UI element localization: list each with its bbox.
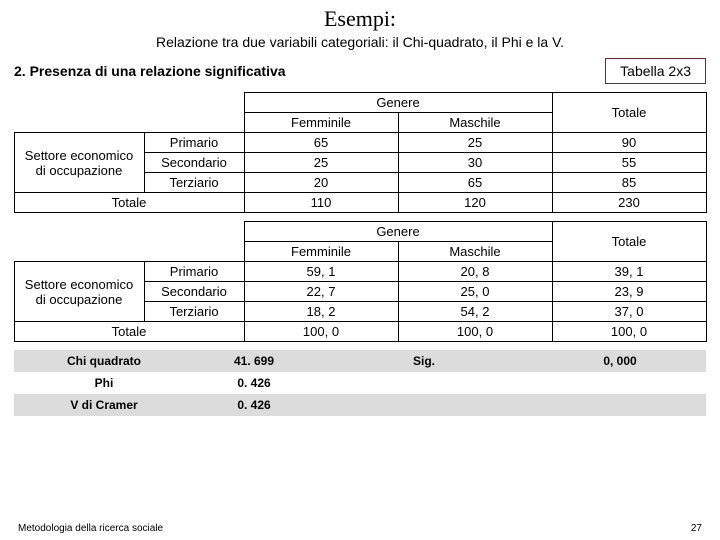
col-maschile: Maschile (398, 113, 552, 133)
cell: 37, 0 (552, 302, 706, 322)
cell: 55 (552, 153, 706, 173)
stat-sig-val: 0, 000 (534, 350, 706, 372)
cell: 23, 9 (552, 282, 706, 302)
cell: 65 (398, 173, 552, 193)
cell: 39, 1 (552, 262, 706, 282)
col-group-genere: Genere (244, 222, 552, 242)
cell: 25 (398, 133, 552, 153)
cell: 120 (398, 193, 552, 213)
stat-v-val: 0. 426 (194, 394, 314, 416)
cell: 100, 0 (552, 322, 706, 342)
row-primario: Primario (144, 133, 244, 153)
row-terziario: Terziario (144, 302, 244, 322)
section-heading: 2. Presenza di una relazione significati… (14, 63, 286, 79)
row-totale: Totale (14, 322, 244, 342)
stat-v-label: V di Cramer (14, 394, 194, 416)
cell: 110 (244, 193, 398, 213)
cell: 30 (398, 153, 552, 173)
row-primario: Primario (144, 262, 244, 282)
stat-sig-label: Sig. (314, 350, 534, 372)
stat-phi-val: 0. 426 (194, 372, 314, 394)
page-number: 27 (691, 523, 702, 534)
stat-phi-label: Phi (14, 372, 194, 394)
contingency-table-percent: Genere Totale Femminile Maschile Settore… (14, 221, 707, 342)
col-femminile: Femminile (244, 242, 398, 262)
cell: 100, 0 (244, 322, 398, 342)
cell: 18, 2 (244, 302, 398, 322)
stat-chi-val: 41. 699 (194, 350, 314, 372)
cell: 65 (244, 133, 398, 153)
cell: 85 (552, 173, 706, 193)
slide-subtitle: Relazione tra due variabili categoriali:… (0, 34, 720, 58)
col-totale: Totale (552, 222, 706, 262)
col-group-genere: Genere (244, 93, 552, 113)
cell: 25 (244, 153, 398, 173)
col-totale: Totale (552, 93, 706, 133)
col-maschile: Maschile (398, 242, 552, 262)
cell: 22, 7 (244, 282, 398, 302)
cell: 230 (552, 193, 706, 213)
footer-text: Metodologia della ricerca sociale (18, 523, 163, 534)
row-secondario: Secondario (144, 282, 244, 302)
cell: 100, 0 (398, 322, 552, 342)
cell: 90 (552, 133, 706, 153)
row-terziario: Terziario (144, 173, 244, 193)
stat-chi-label: Chi quadrato (14, 350, 194, 372)
row-group-settore: Settore economico di occupazione (14, 133, 144, 193)
row-totale: Totale (14, 193, 244, 213)
cell: 20 (244, 173, 398, 193)
cell: 54, 2 (398, 302, 552, 322)
cell: 25, 0 (398, 282, 552, 302)
tabella-badge: Tabella 2x3 (605, 58, 706, 84)
cell: 20, 8 (398, 262, 552, 282)
slide-title: Esempi: (0, 0, 720, 34)
row-secondario: Secondario (144, 153, 244, 173)
col-femminile: Femminile (244, 113, 398, 133)
stats-table: Chi quadrato 41. 699 Sig. 0, 000 Phi 0. … (14, 350, 706, 416)
cell: 59, 1 (244, 262, 398, 282)
row-group-settore: Settore economico di occupazione (14, 262, 144, 322)
contingency-table-counts: Genere Totale Femminile Maschile Settore… (14, 92, 707, 213)
